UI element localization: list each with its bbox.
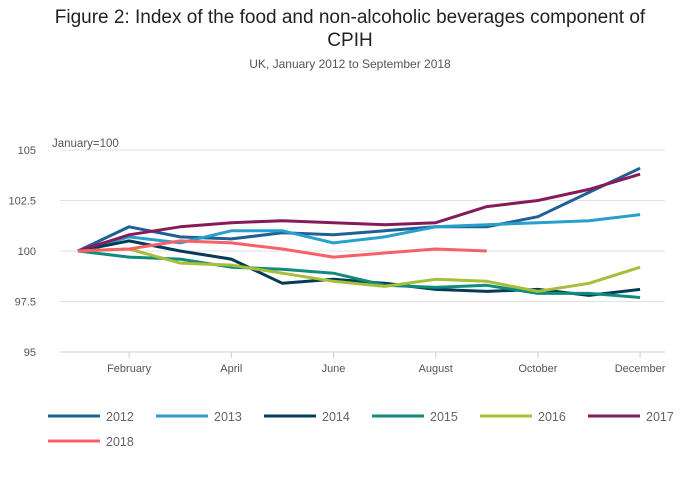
legend-label: 2016 — [538, 410, 566, 424]
x-tick-label: December — [615, 363, 666, 375]
legend-label: 2017 — [646, 410, 674, 424]
legend-label: 2018 — [106, 435, 134, 449]
chart-title: Figure 2: Index of the food and non-alco… — [54, 7, 646, 51]
series-line-2017[interactable] — [77, 172, 641, 253]
legend-item-2014[interactable]: 2014 — [264, 410, 350, 424]
x-tick-label: June — [322, 363, 346, 375]
legend-label: 2014 — [322, 410, 350, 424]
x-axis: February April June August October December — [60, 351, 666, 375]
y-axis: 95 97.5 100 102.5 105 — [8, 145, 36, 359]
legend-item-2013[interactable]: 2013 — [156, 410, 242, 424]
legend-label: 2013 — [214, 410, 242, 424]
legend-item-2017[interactable]: 2017 — [588, 410, 674, 424]
legend-item-2015[interactable]: 2015 — [372, 410, 458, 424]
y-tick-label: 102.5 — [8, 196, 36, 208]
y-tick-label: 100 — [18, 246, 36, 258]
x-tick-label: February — [107, 363, 152, 375]
y-axis-unit-label: January=100 — [52, 138, 119, 150]
x-tick-label: October — [518, 363, 557, 375]
y-tick-label: 95 — [24, 347, 36, 359]
legend-label: 2012 — [106, 410, 134, 424]
y-tick-label: 105 — [18, 145, 36, 157]
x-tick-label: April — [220, 363, 242, 375]
series-line-2018[interactable] — [77, 239, 487, 259]
legend-item-2016[interactable]: 2016 — [480, 410, 566, 424]
x-tick-label: August — [419, 363, 453, 375]
chart-subtitle: UK, January 2012 to September 2018 — [249, 57, 451, 71]
legend-label: 2015 — [430, 410, 458, 424]
y-tick-label: 97.5 — [15, 297, 36, 309]
legend-item-2012[interactable]: 2012 — [48, 410, 134, 424]
series-line-2012[interactable] — [77, 166, 641, 253]
legend: 2012 2013 2014 2015 2016 2017 2018 — [48, 410, 674, 449]
gridlines — [60, 149, 665, 302]
series-lines — [77, 166, 641, 299]
legend-item-2018[interactable]: 2018 — [48, 435, 134, 449]
series-line-2016[interactable] — [77, 247, 641, 293]
series-line-2015[interactable] — [77, 249, 641, 299]
